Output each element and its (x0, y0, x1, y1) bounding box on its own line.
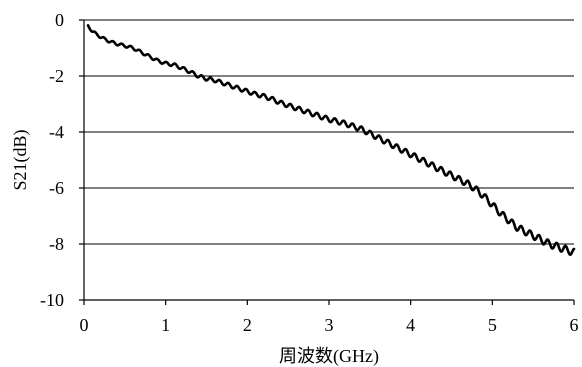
y-tick-label: -4 (49, 122, 64, 142)
x-tick-label: 5 (488, 315, 497, 335)
gridlines (84, 19, 574, 245)
x-axis-title: 周波数(GHz) (279, 346, 379, 367)
y-tick-label: -8 (49, 234, 64, 254)
y-tick-labels: 0 -2 -4 -6 -8 -10 (40, 10, 64, 310)
x-tick-label: 1 (161, 315, 170, 335)
x-tick-label: 6 (570, 315, 579, 335)
x-tick-label: 3 (325, 315, 334, 335)
y-axis-title: S21(dB) (10, 129, 31, 190)
axes (79, 19, 575, 305)
y-tick-label: 0 (55, 10, 64, 30)
y-tick-label: -10 (40, 290, 64, 310)
series-line (86, 24, 576, 256)
x-tick-label: 2 (243, 315, 252, 335)
y-tick-label: -6 (49, 178, 64, 198)
x-tick-label: 0 (80, 315, 89, 335)
y-tick-label: -2 (49, 66, 64, 86)
x-tick-label: 4 (406, 315, 415, 335)
x-tick-labels: 0 1 2 3 4 5 6 (80, 315, 579, 335)
